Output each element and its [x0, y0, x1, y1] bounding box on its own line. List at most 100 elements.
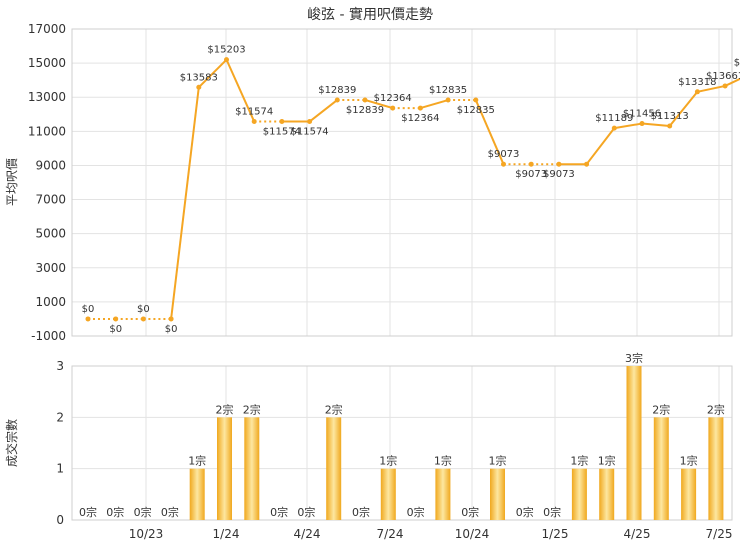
volume-data-label: 1宗 — [570, 454, 588, 468]
price-y-tick-label: -1000 — [31, 329, 66, 343]
price-data-label: $12364 — [401, 113, 439, 124]
price-point[interactable] — [251, 119, 257, 125]
volume-bar[interactable] — [653, 417, 669, 520]
price-data-label: $0 — [109, 324, 122, 335]
x-tick-label: 7/25 — [706, 527, 733, 541]
x-tick-label: 1/24 — [213, 527, 240, 541]
price-data-label: $15203 — [207, 45, 245, 56]
price-y-tick-label: 9000 — [35, 158, 66, 172]
volume-bar[interactable] — [189, 468, 205, 520]
volume-data-label: 2宗 — [216, 402, 234, 416]
volume-y-tick-label: 3 — [56, 359, 64, 373]
volume-data-label: 2宗 — [652, 402, 670, 416]
volume-data-label: 1宗 — [379, 454, 397, 468]
price-point[interactable] — [168, 316, 174, 322]
price-data-label: $11574 — [235, 107, 273, 118]
price-data-label: $9073 — [488, 149, 520, 160]
price-line-segment — [474, 99, 505, 165]
volume-data-label: 3宗 — [625, 351, 643, 365]
volume-bar[interactable] — [599, 468, 615, 520]
price-point[interactable] — [334, 97, 340, 103]
volume-data-label: 1宗 — [434, 454, 452, 468]
price-point[interactable] — [611, 125, 617, 131]
price-point[interactable] — [639, 121, 645, 127]
volume-bar[interactable] — [626, 366, 642, 520]
price-line-segment — [420, 99, 449, 110]
volume-bar[interactable] — [326, 417, 342, 520]
price-point[interactable] — [113, 316, 119, 322]
volume-data-label: 0宗 — [407, 505, 425, 519]
price-point[interactable] — [445, 97, 451, 103]
volume-data-label: 1宗 — [489, 454, 507, 468]
price-point[interactable] — [722, 83, 728, 89]
volume-bar[interactable] — [708, 417, 724, 520]
price-point[interactable] — [417, 105, 423, 111]
volume-bar[interactable] — [244, 417, 260, 520]
volume-data-label: 0宗 — [79, 505, 97, 519]
price-y-tick-label: 7000 — [35, 193, 66, 207]
price-y-tick-label: 1000 — [35, 295, 66, 309]
price-data-label: $11313 — [651, 111, 689, 122]
volume-bar[interactable] — [380, 468, 396, 520]
price-line-segment — [724, 77, 740, 87]
price-line-segment — [308, 99, 338, 123]
volume-data-label: 2宗 — [325, 402, 343, 416]
price-data-label: $12364 — [374, 93, 412, 104]
price-point[interactable] — [390, 105, 396, 111]
price-data-label: $12835 — [429, 85, 467, 96]
price-point[interactable] — [694, 89, 700, 95]
price-data-label: $14436 — [734, 58, 740, 69]
price-point[interactable] — [501, 161, 506, 167]
price-data-label: $0 — [165, 324, 178, 335]
price-line-segment — [697, 84, 726, 93]
price-point[interactable] — [307, 119, 313, 125]
volume-data-label: 2宗 — [243, 402, 261, 416]
price-point[interactable] — [667, 123, 673, 129]
price-point[interactable] — [279, 119, 285, 125]
x-tick-label: 10/24 — [455, 527, 490, 541]
price-plot-area — [71, 28, 733, 337]
volume-data-label: 1宗 — [188, 454, 206, 468]
price-point[interactable] — [556, 161, 562, 167]
price-line-segment — [170, 87, 200, 320]
volume-data-label: 0宗 — [297, 505, 315, 519]
volume-bar[interactable] — [217, 417, 232, 520]
price-data-label: $11574 — [263, 127, 301, 138]
price-data-label: $0 — [82, 304, 95, 315]
price-y-tick-label: 11000 — [28, 124, 66, 138]
price-point[interactable] — [140, 316, 146, 322]
price-point[interactable] — [362, 97, 368, 103]
price-y-axis-title: 平均呎價 — [5, 158, 19, 206]
price-point[interactable] — [85, 316, 91, 322]
price-y-tick-label: 17000 — [28, 22, 66, 36]
price-line-segment — [668, 91, 699, 127]
volume-y-tick-label: 0 — [56, 513, 64, 527]
volume-bar[interactable] — [571, 468, 587, 520]
price-point[interactable] — [196, 84, 202, 90]
x-tick-label: 4/24 — [294, 527, 321, 541]
price-point[interactable] — [473, 97, 479, 103]
volume-data-label: 0宗 — [543, 505, 561, 519]
price-data-label: $12835 — [457, 105, 495, 116]
chart-title: 峻弦 - 實用呎價走勢 — [307, 6, 433, 23]
volume-plot-area — [71, 365, 733, 521]
volume-data-label: 0宗 — [516, 505, 534, 519]
price-line-segment — [641, 122, 670, 127]
volume-y-tick-label: 1 — [56, 462, 64, 476]
price-data-label: $9073 — [515, 169, 547, 180]
volume-y-axis-title: 成交宗數 — [4, 419, 19, 467]
x-tick-label: 4/25 — [624, 527, 651, 541]
price-point[interactable] — [224, 57, 229, 63]
price-point[interactable] — [584, 161, 590, 167]
price-data-label: $13583 — [180, 72, 218, 83]
price-line-segment — [614, 122, 643, 130]
price-data-label: $13661 — [706, 71, 740, 82]
x-tick-label: 1/25 — [542, 527, 569, 541]
volume-bar[interactable] — [490, 468, 505, 520]
price-point[interactable] — [528, 161, 534, 167]
volume-bar[interactable] — [681, 468, 697, 520]
volume-data-label: 0宗 — [106, 505, 124, 519]
volume-bar[interactable] — [435, 468, 451, 520]
volume-data-label: 0宗 — [161, 505, 179, 519]
